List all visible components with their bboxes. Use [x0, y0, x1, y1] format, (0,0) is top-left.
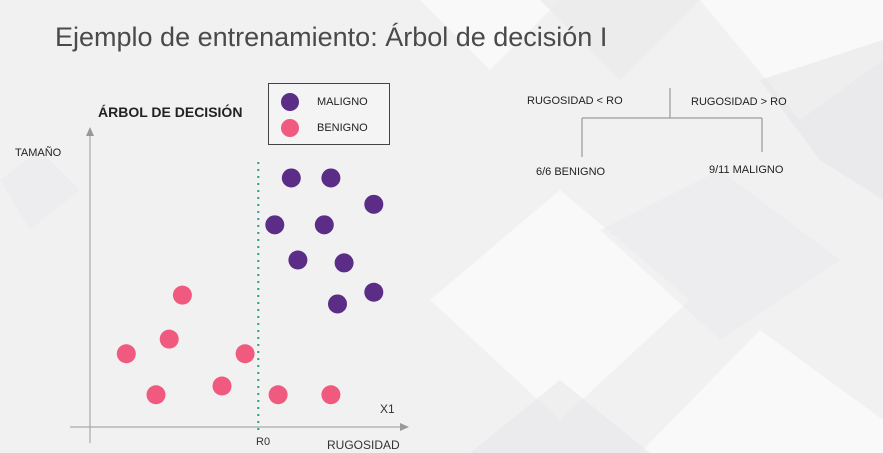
- point-benigno-6: [146, 385, 166, 405]
- x-axis-label: RUGOSIDAD: [327, 438, 400, 452]
- point-maligno-8: [364, 282, 384, 302]
- point-maligno-4: [265, 215, 285, 235]
- point-maligno-1: [281, 168, 301, 188]
- legend-item-maligno: MALIGNO: [281, 91, 368, 113]
- point-benigno-2: [159, 329, 179, 349]
- tree-right-condition: RUGOSIDAD > RO: [691, 96, 787, 108]
- tree-left-result: 6/6 BENIGNO: [536, 166, 606, 178]
- point-maligno-5: [314, 215, 334, 235]
- point-maligno-7: [334, 253, 354, 273]
- tree-right-result: 9/11 MALIGNO: [709, 164, 784, 176]
- legend-dot-benigno: [281, 119, 299, 137]
- slide-title: Ejemplo de entrenamiento: Árbol de decis…: [55, 22, 608, 52]
- point-maligno-9: [328, 294, 347, 314]
- point-benigno-4: [235, 344, 255, 364]
- y-axis-label: TAMAÑO: [15, 147, 62, 159]
- point-benigno-1: [172, 285, 192, 305]
- threshold-label: R0: [256, 436, 271, 448]
- point-benigno-3: [116, 344, 136, 364]
- point-maligno-3: [364, 194, 384, 214]
- axes: [70, 127, 409, 443]
- point-maligno-6: [288, 250, 308, 270]
- x1-label: X1: [380, 402, 395, 416]
- legend-dot-maligno: [281, 93, 299, 111]
- point-benigno-8: [321, 385, 341, 405]
- point-benigno-7: [268, 385, 288, 405]
- legend-label-maligno: MALIGNO: [317, 96, 368, 108]
- x-axis-arrow: [400, 423, 409, 431]
- legend-item-benigno: BENIGNO: [281, 117, 368, 139]
- legend-label-benigno: BENIGNO: [317, 122, 368, 134]
- data-points: [116, 168, 384, 405]
- legend: MALIGNO BENIGNO: [268, 83, 390, 145]
- y-axis-arrow: [86, 127, 94, 136]
- chart-subtitle: ÁRBOL DE DECISIÓN: [98, 104, 243, 120]
- tree-left-condition: RUGOSIDAD < RO: [527, 95, 623, 107]
- point-maligno-2: [321, 168, 341, 188]
- point-benigno-5: [212, 376, 232, 396]
